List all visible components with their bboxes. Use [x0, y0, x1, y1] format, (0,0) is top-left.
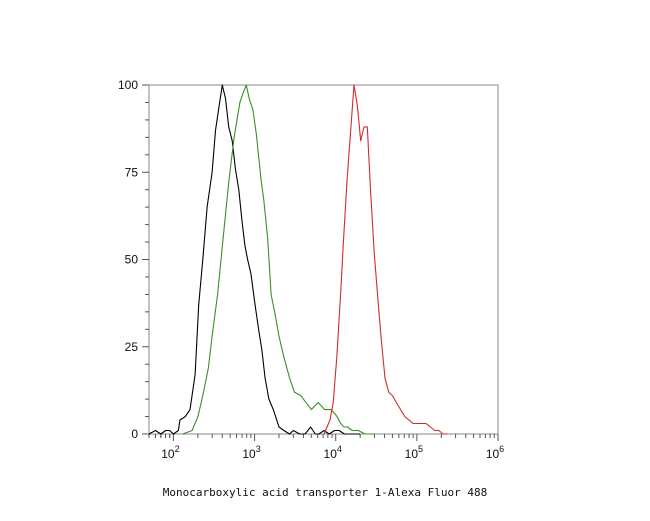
- y-tick-label: 25: [125, 340, 139, 354]
- y-tick-label: 75: [125, 165, 139, 179]
- x-tick-label: 104: [324, 444, 342, 461]
- x-tick-label: 106: [486, 444, 504, 461]
- x-tick-label: 102: [161, 444, 179, 461]
- x-axis: 102 103 104 105 106: [148, 434, 504, 461]
- y-axis: 0 25 50 75 100: [118, 78, 149, 441]
- series-group: [148, 84, 448, 435]
- y-tick-label: 0: [131, 427, 138, 441]
- series-line-3: [323, 84, 448, 435]
- x-axis-label: Monocarboxylic acid transporter 1-Alexa …: [163, 486, 488, 499]
- x-tick-label: 103: [242, 444, 260, 461]
- y-tick-label: 100: [118, 78, 138, 92]
- plot-frame: [148, 84, 499, 435]
- x-tick-label: 105: [405, 444, 423, 461]
- y-tick-label: 50: [125, 253, 139, 267]
- series-line-2: [182, 84, 375, 435]
- series-line-1: [148, 84, 361, 435]
